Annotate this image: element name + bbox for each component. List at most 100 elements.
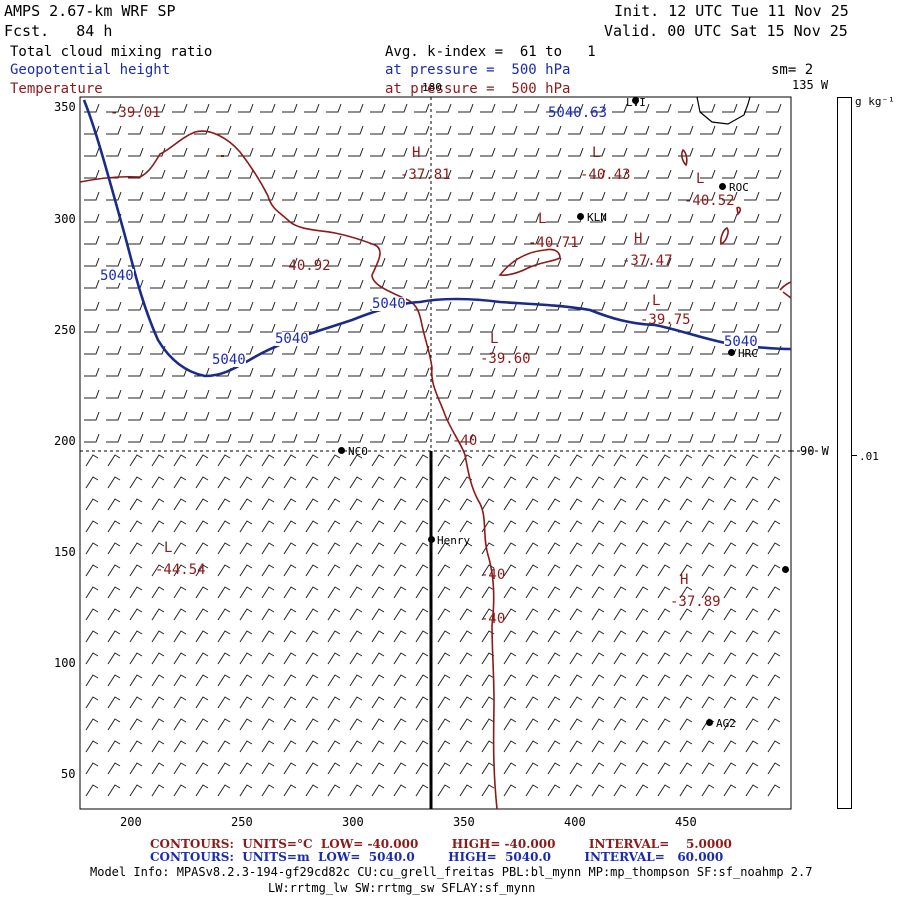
wind-barb — [238, 235, 254, 245]
wind-barb — [458, 235, 474, 245]
wind-barb — [723, 564, 737, 577]
wind-barb — [744, 345, 760, 355]
wind-barb — [591, 718, 605, 731]
wind-barb — [502, 235, 518, 245]
wind-barb — [261, 674, 275, 687]
wind-barb — [502, 191, 518, 201]
wind-barb — [459, 630, 473, 643]
wind-barb — [458, 103, 474, 113]
wind-barb — [635, 718, 649, 731]
wind-barb — [239, 520, 253, 533]
wind-barb — [260, 213, 276, 223]
wind-barb — [546, 191, 562, 201]
wind-barb — [656, 257, 672, 267]
wind-barb — [415, 652, 429, 665]
height-contour-label: 5040 — [724, 334, 758, 350]
wind-barb — [84, 279, 100, 289]
wind-barb — [216, 257, 232, 267]
wind-barb — [128, 433, 144, 443]
wind-barb — [173, 564, 187, 577]
wind-barb — [503, 652, 517, 665]
wind-barb — [172, 345, 188, 355]
wind-barb — [128, 235, 144, 245]
wind-barb — [458, 323, 474, 333]
wind-barb — [744, 125, 760, 135]
temp-low-marker: L — [592, 145, 601, 161]
wind-barb — [393, 564, 407, 577]
wind-barb — [744, 257, 760, 267]
wind-barb — [569, 762, 583, 775]
wind-barb — [546, 279, 562, 289]
wind-barb — [723, 784, 737, 797]
wind-barb — [151, 608, 165, 621]
wind-barb — [766, 257, 782, 267]
wind-barb — [722, 367, 738, 377]
wind-barb — [195, 564, 209, 577]
wind-barb — [239, 696, 253, 709]
wind-barb — [84, 191, 100, 201]
wind-barb — [85, 784, 99, 797]
wind-barb — [415, 542, 429, 555]
wind-barb — [525, 586, 539, 599]
wind-barb — [261, 564, 275, 577]
wind-barb — [524, 323, 540, 333]
wind-barb — [85, 542, 99, 555]
wind-barb — [503, 542, 517, 555]
wind-barb — [173, 542, 187, 555]
lon-label-135w: 135 W — [792, 78, 829, 92]
colorbar-unit: g kg⁻¹ — [855, 95, 895, 108]
wind-barb — [393, 784, 407, 797]
wind-barb — [612, 433, 628, 443]
wind-barb — [239, 542, 253, 555]
wind-barb — [547, 696, 561, 709]
wind-barb — [723, 542, 737, 555]
wind-barb — [635, 564, 649, 577]
wind-barb — [283, 586, 297, 599]
wind-barb — [238, 125, 254, 135]
wind-barb — [150, 169, 166, 179]
temp-label: -40.71 — [528, 235, 579, 251]
temp-low-marker: L — [652, 293, 661, 309]
wind-barb — [217, 784, 231, 797]
wind-barb — [370, 389, 386, 399]
wind-barb — [569, 476, 583, 489]
wind-barb — [679, 740, 693, 753]
wind-barb — [590, 433, 606, 443]
wind-barb — [437, 608, 451, 621]
wind-barb — [634, 389, 650, 399]
wind-barb — [305, 630, 319, 643]
wind-barb — [195, 762, 209, 775]
wind-barb — [415, 784, 429, 797]
wind-barb — [458, 279, 474, 289]
wind-barb — [701, 696, 715, 709]
wind-barb — [657, 762, 671, 775]
temp-low-marker: L — [538, 211, 547, 227]
wind-barb — [613, 652, 627, 665]
wind-barb — [239, 740, 253, 753]
wind-barb — [766, 213, 782, 223]
wind-barb — [767, 696, 781, 709]
wind-barb — [172, 103, 188, 113]
wind-barb — [744, 323, 760, 333]
wind-barb — [371, 498, 385, 511]
wind-barb — [701, 652, 715, 665]
wind-barb — [569, 498, 583, 511]
wind-barb — [634, 279, 650, 289]
wind-barb — [370, 235, 386, 245]
wind-barb — [546, 411, 562, 421]
wind-barb — [459, 520, 473, 533]
wind-barb — [327, 718, 341, 731]
wind-barb — [679, 542, 693, 555]
wind-barb — [107, 630, 121, 643]
footer-model-info-2: LW:rrtmg_lw SW:rrtmg_sw SFLAY:sf_mynn — [268, 881, 536, 895]
avg-k-index: Avg. k-index = 61 to 1 — [385, 44, 596, 60]
wind-barb — [590, 191, 606, 201]
wind-barb — [679, 674, 693, 687]
wind-barb — [635, 586, 649, 599]
height-contour-label: 5040 — [212, 352, 246, 368]
wind-barb — [546, 433, 562, 443]
wind-barb — [657, 542, 671, 555]
wind-barb — [481, 542, 495, 555]
wind-barb — [766, 301, 782, 311]
wind-barb — [568, 125, 584, 135]
